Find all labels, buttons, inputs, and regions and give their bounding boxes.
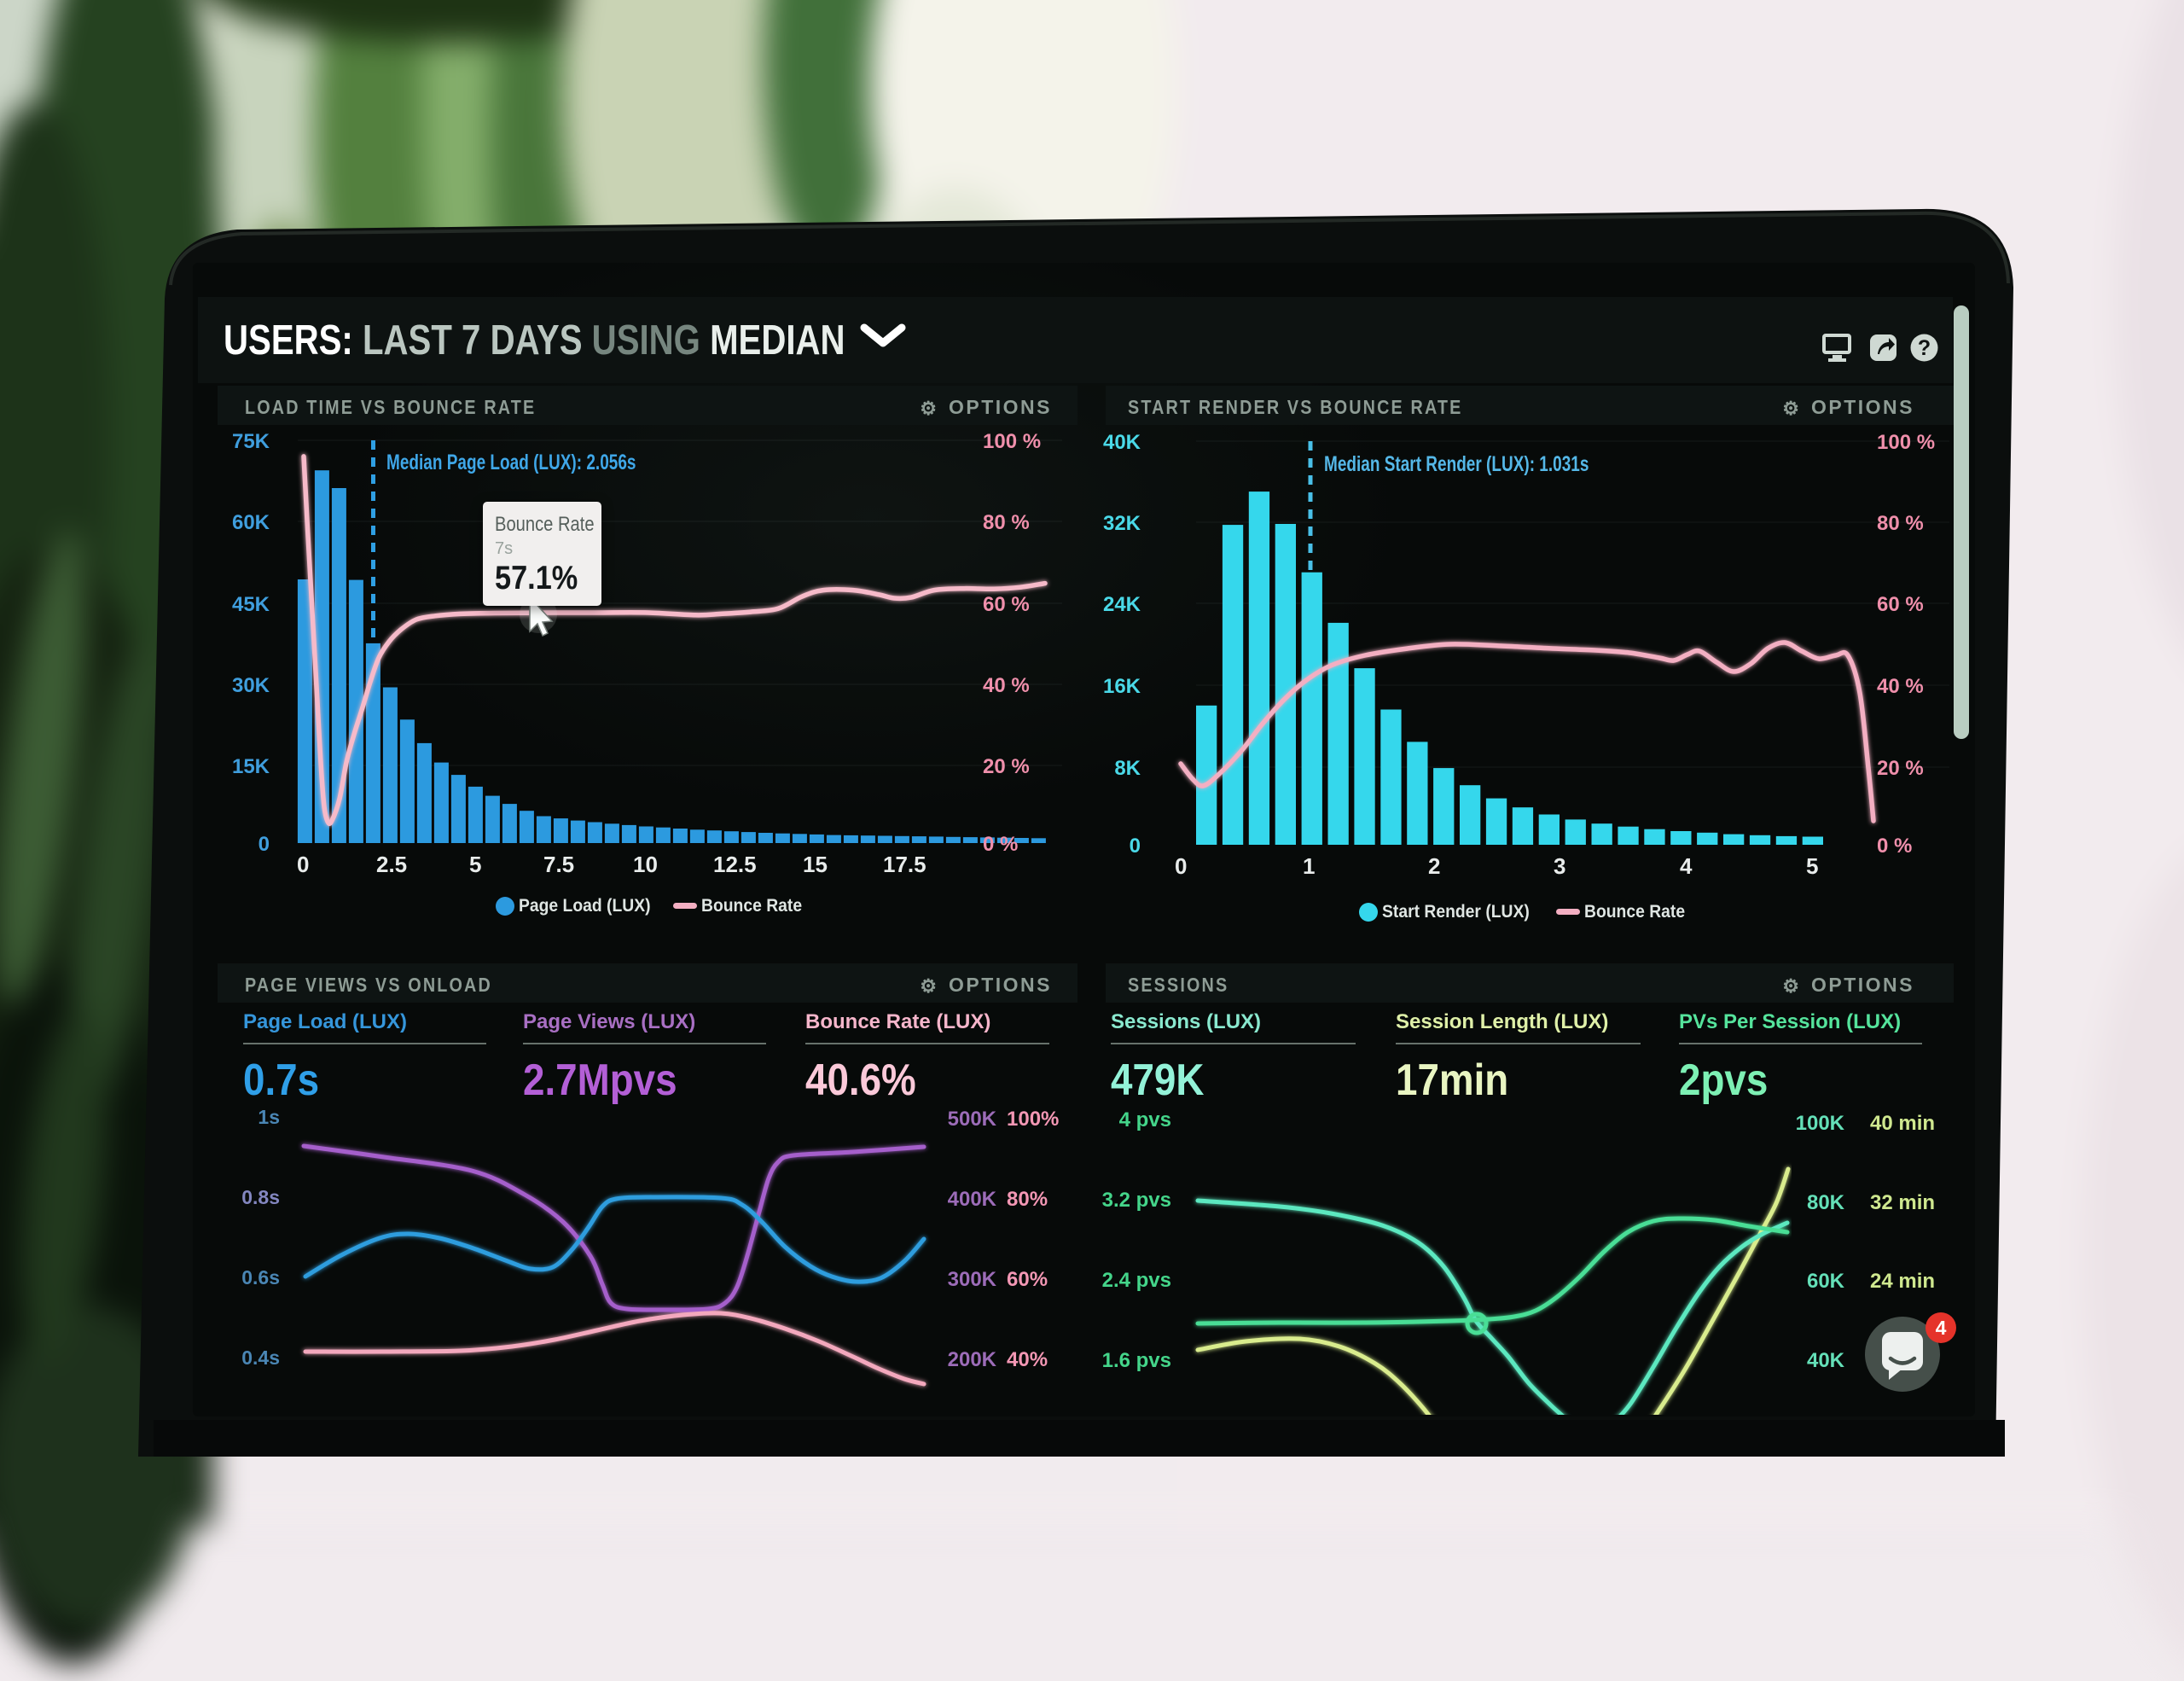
svg-text:?: ?: [1918, 336, 1931, 360]
svg-text:4: 4: [1936, 1317, 1947, 1339]
